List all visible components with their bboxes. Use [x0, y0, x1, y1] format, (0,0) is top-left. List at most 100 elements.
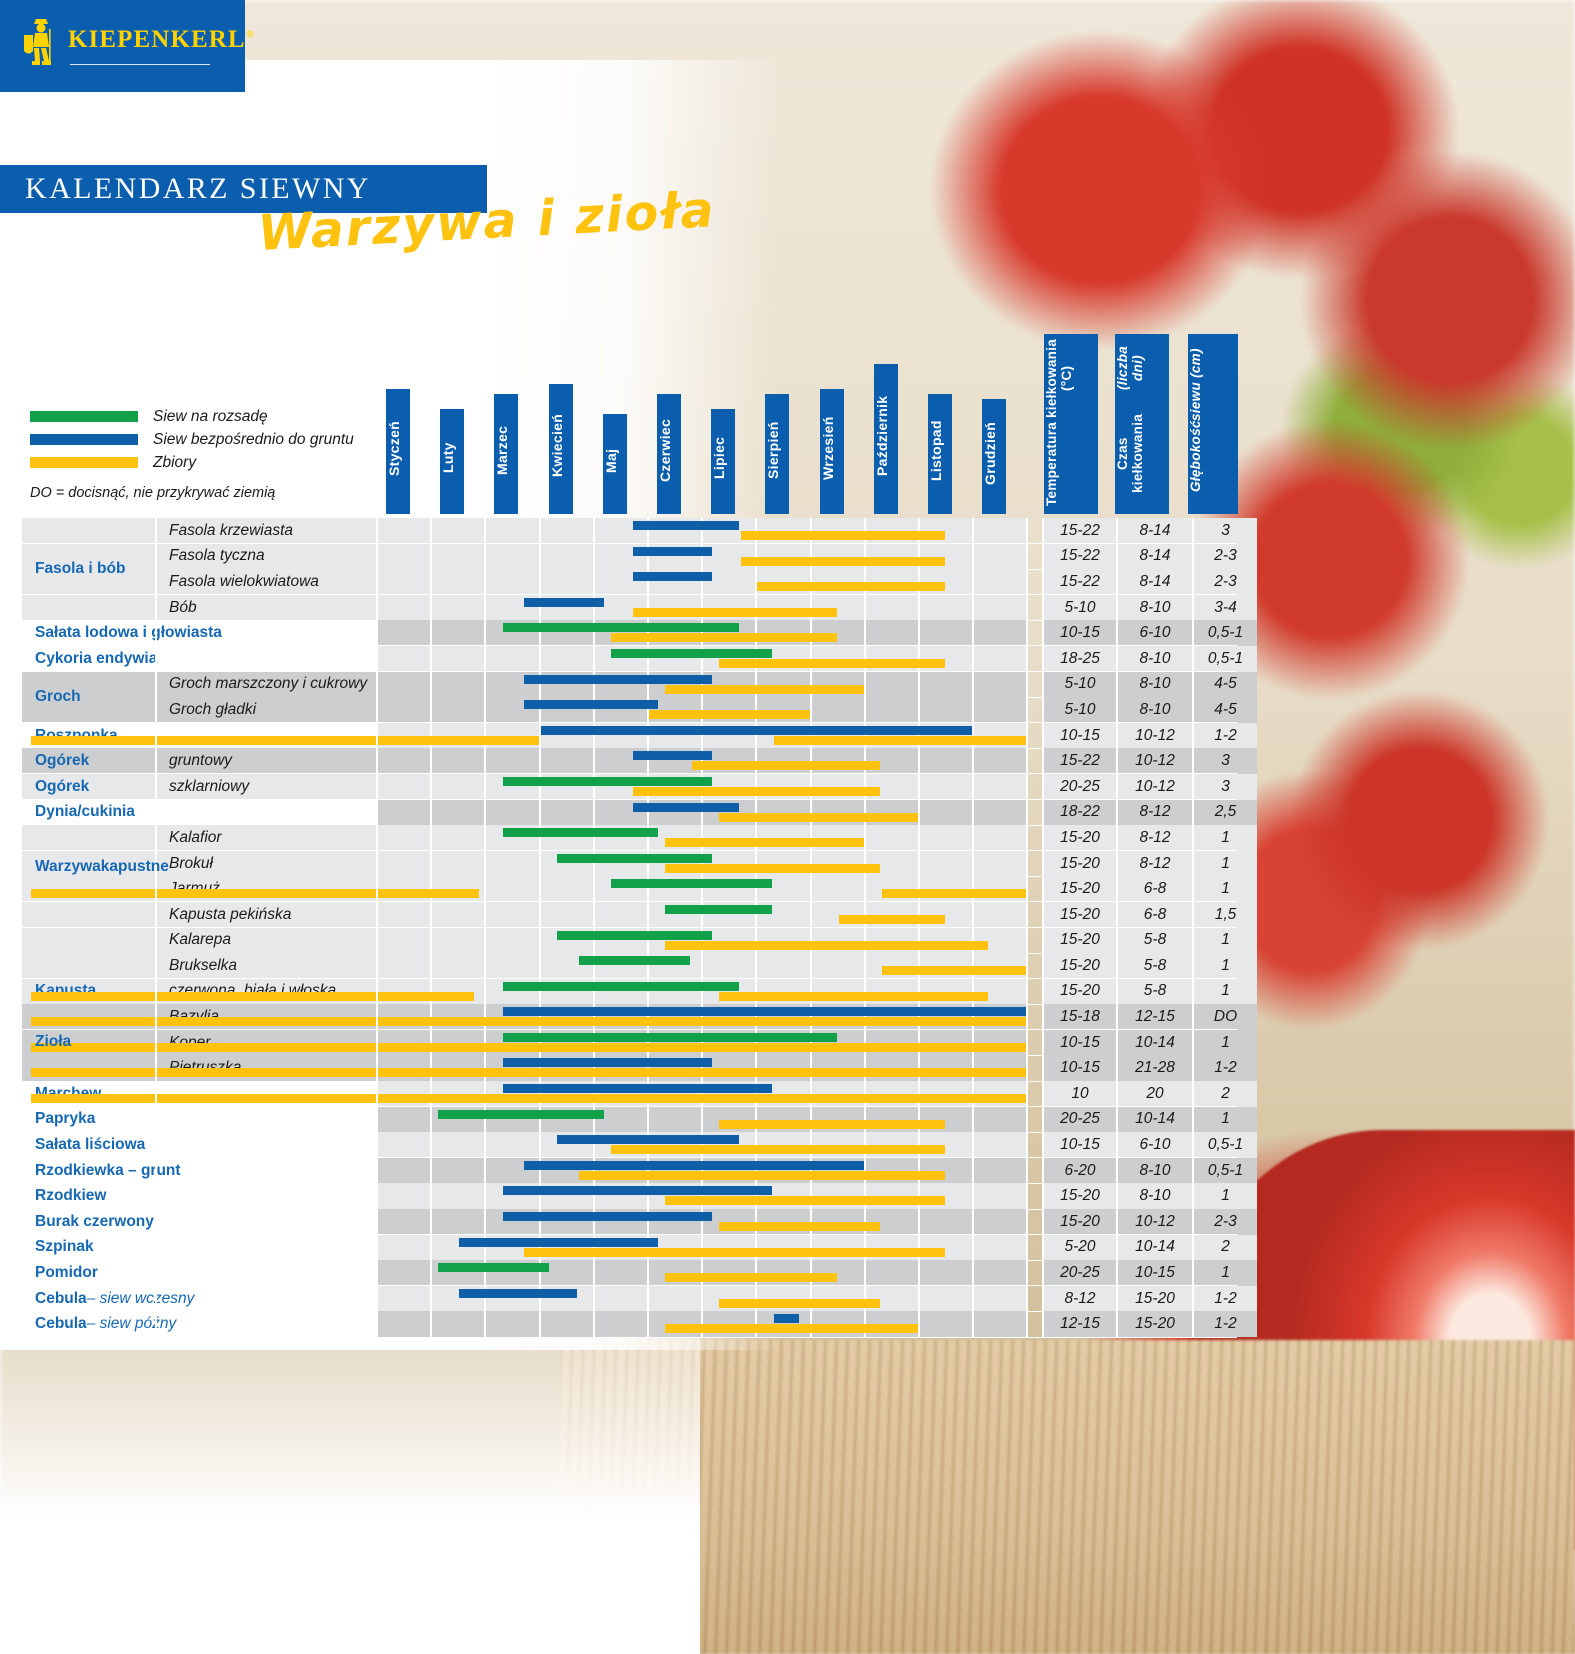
- column-separator: [376, 620, 378, 646]
- column-separator: [1192, 1234, 1194, 1261]
- column-separator: [1116, 1260, 1118, 1286]
- metric-label-line1: Temperatura: [1044, 421, 1059, 506]
- column-separator: [376, 773, 378, 800]
- column-separator: [1116, 671, 1118, 698]
- month-cell: [594, 1106, 649, 1133]
- cell-germination-temperature: 15-20: [1044, 1209, 1116, 1235]
- row-label-full: Rzodkiewka – grunt: [22, 1158, 377, 1184]
- month-cell: [540, 901, 595, 928]
- cell-germination-time: 10-14: [1118, 1106, 1192, 1133]
- month-cell: [432, 620, 487, 646]
- period-bar-blue: [632, 751, 713, 761]
- month-cell: [974, 1132, 1029, 1158]
- column-separator: [1192, 594, 1194, 621]
- period-bar-yellow: [578, 1170, 946, 1180]
- month-grid: [378, 594, 1043, 621]
- month-label: Sierpień: [765, 421, 782, 480]
- month-cell: [486, 850, 541, 877]
- column-separator: [1042, 671, 1044, 698]
- period-bar-green: [578, 956, 691, 966]
- cell-sowing-depth: 1: [1194, 850, 1257, 877]
- column-header-month-3: Marzec: [494, 394, 519, 514]
- column-separator: [155, 697, 157, 723]
- row-variety-label: Fasola krzewiasta: [157, 518, 377, 544]
- period-bar-green: [502, 1032, 837, 1042]
- month-cell: [540, 1260, 595, 1286]
- cell-germination-time: 8-12: [1118, 850, 1192, 877]
- cell-sowing-depth: 1: [1194, 1183, 1257, 1210]
- cell-sowing-depth: 2-3: [1194, 543, 1257, 570]
- cell-germination-time: 12-15: [1118, 1004, 1192, 1030]
- row-variety-label: Groch gładki: [157, 697, 377, 723]
- row-variety-label: szklarniowy: [157, 773, 377, 800]
- row-group-label: [22, 927, 156, 954]
- row-group-label: [22, 569, 156, 595]
- table-row: Burak czerwony 15-20 10-12 2-3: [22, 1209, 1257, 1235]
- month-cell: [865, 697, 920, 723]
- column-separator: [155, 825, 157, 851]
- group-label-line1: Warzywa: [35, 857, 101, 875]
- period-bar-green: [611, 648, 772, 658]
- cell-germination-time: 8-12: [1118, 799, 1192, 826]
- cell-germination-time: 10-15: [1118, 1260, 1192, 1286]
- cell-sowing-depth: 1: [1194, 927, 1257, 954]
- cell-sowing-depth: 0,5-1: [1194, 620, 1257, 646]
- table-row: Kalafior 15-20 8-12 1: [22, 825, 1257, 851]
- month-grid: [378, 1234, 1043, 1261]
- column-separator: [155, 927, 157, 954]
- column-separator: [1192, 518, 1194, 544]
- column-separator: [1192, 825, 1194, 851]
- month-cell: [974, 850, 1029, 877]
- cell-germination-temperature: 20-25: [1044, 773, 1116, 800]
- row-group-label-merged: Zioła: [35, 1033, 72, 1051]
- column-separator: [376, 876, 378, 902]
- column-separator: [1116, 773, 1118, 800]
- month-cell: [432, 748, 487, 774]
- period-bar-blue: [524, 1160, 864, 1170]
- month-cell: [432, 901, 487, 928]
- column-separator: [376, 543, 378, 570]
- row-label-name: Burak czerwony: [35, 1212, 154, 1230]
- column-separator: [155, 1055, 157, 1082]
- column-separator: [1192, 876, 1194, 902]
- month-cell: [432, 671, 487, 698]
- column-separator: [155, 953, 157, 979]
- row-separator: [22, 1336, 1237, 1337]
- period-bar-blue: [632, 572, 713, 582]
- month-cell: [486, 748, 541, 774]
- period-bar-green: [502, 776, 713, 786]
- cell-sowing-depth: DO: [1194, 1004, 1257, 1030]
- month-grid: [31, 876, 1043, 902]
- row-separator: [22, 1234, 1237, 1235]
- row-group-label-merged: Fasola i bób: [35, 559, 126, 577]
- row-label-full: Burak czerwony: [22, 1209, 377, 1235]
- column-separator: [1192, 978, 1194, 1005]
- cell-germination-temperature: 10-15: [1044, 1132, 1116, 1158]
- month-cell: [540, 799, 595, 826]
- row-variety-label: gruntowy: [157, 748, 377, 774]
- row-group-label: [22, 953, 156, 979]
- column-separator: [1116, 722, 1118, 749]
- cell-sowing-depth: 1,5: [1194, 901, 1257, 928]
- row-variety-label: Brokuł: [157, 850, 377, 877]
- cell-germination-time: 8-10: [1118, 1157, 1192, 1184]
- month-cell: [811, 697, 866, 723]
- period-bar-yellow: [882, 966, 1027, 976]
- table-row: Brukselka 15-20 5-8 1: [22, 953, 1257, 979]
- month-grid: [378, 671, 1043, 698]
- cell-germination-time: 8-10: [1118, 594, 1192, 621]
- month-label: Grudzień: [982, 421, 999, 485]
- month-cell: [432, 953, 487, 979]
- column-separator: [1116, 876, 1118, 902]
- column-separator: [1042, 1081, 1044, 1107]
- title-band: [0, 165, 487, 213]
- column-header-month-9: Wrzesień: [819, 389, 844, 514]
- wood-table-photo: [560, 1340, 1575, 1654]
- row-variety-label: Fasola tyczna: [157, 543, 377, 570]
- column-separator: [1116, 799, 1118, 826]
- column-header-month-1: Styczeń: [386, 389, 410, 514]
- row-label-full: Szpinak: [22, 1235, 377, 1261]
- period-bar-yellow: [31, 889, 479, 899]
- month-cell: [432, 518, 487, 544]
- month-cell: [920, 1209, 975, 1235]
